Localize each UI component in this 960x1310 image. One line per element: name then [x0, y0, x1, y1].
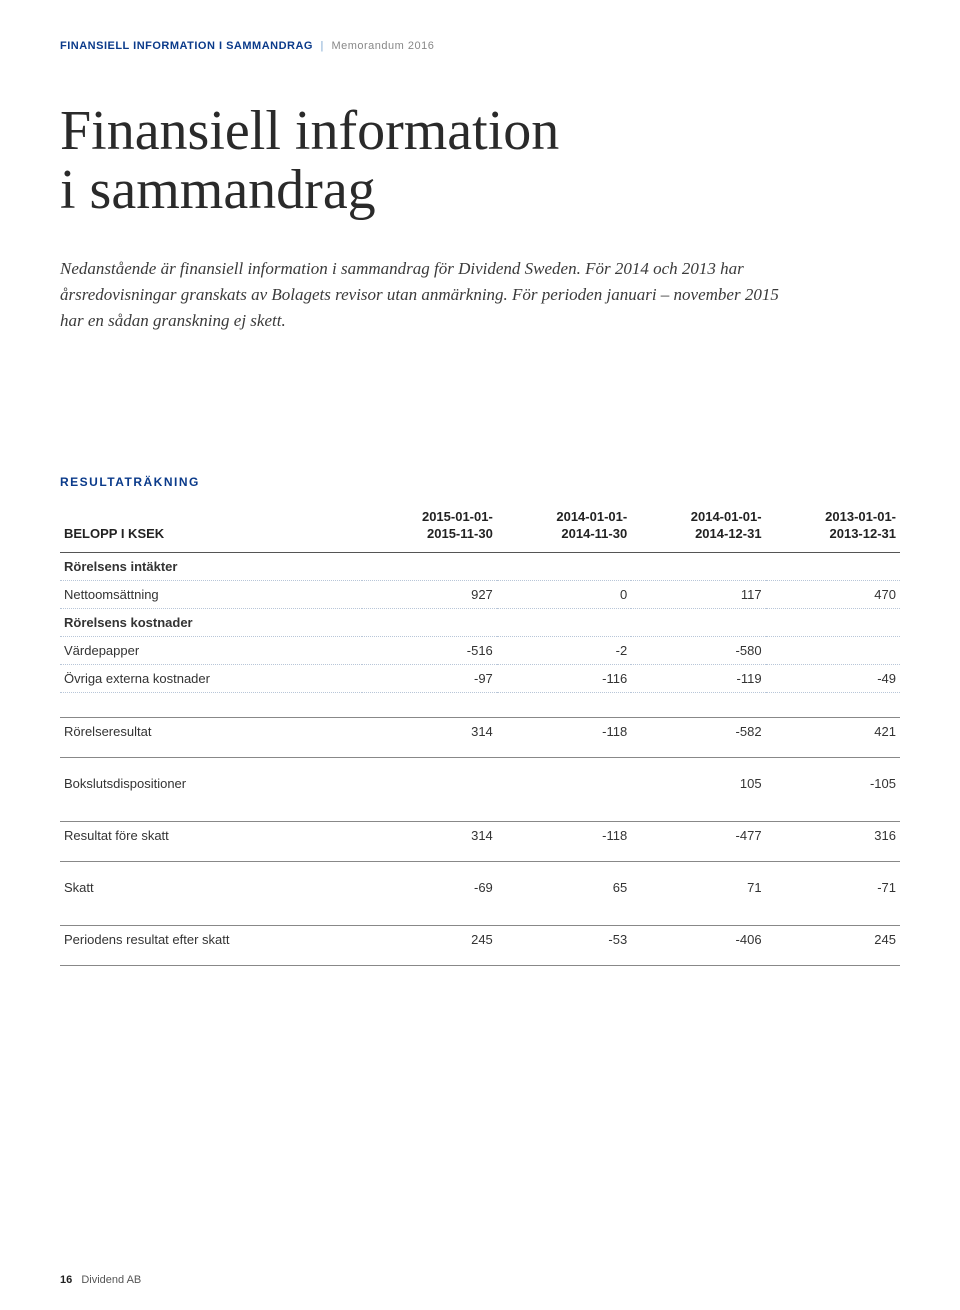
col-header-4: 2013-01-01- 2013-12-31: [766, 503, 900, 553]
row-nettoomsattning: Nettoomsättning 927 0 117 470: [60, 581, 900, 609]
table-header-row: BELOPP I KSEK 2015-01-01- 2015-11-30 201…: [60, 503, 900, 553]
row-resultat-fore-skatt: Resultat före skatt 314 -118 -477 316: [60, 822, 900, 850]
row-resultat-efter-skatt: Periodens resultat efter skatt 245 -53 -…: [60, 926, 900, 954]
row-skatt: Skatt -69 65 71 -71: [60, 874, 900, 901]
row-bokslutsdispositioner: Bokslutsdispositioner 105 -105: [60, 770, 900, 797]
row-rorelsens-intakter-head: Rörelsens intäkter: [60, 553, 900, 581]
table-head-label: BELOPP I KSEK: [60, 503, 362, 553]
page-number: 16: [60, 1274, 72, 1286]
row-rorelsens-kostnader-head: Rörelsens kostnader: [60, 609, 900, 637]
col-header-1: 2015-01-01- 2015-11-30: [362, 503, 496, 553]
header-separator: |: [321, 40, 324, 52]
income-statement-table: BELOPP I KSEK 2015-01-01- 2015-11-30 201…: [60, 503, 900, 967]
row-rorelseresultat: Rörelseresultat 314 -118 -582 421: [60, 718, 900, 746]
title-line-1: Finansiell information: [60, 100, 559, 162]
page-header: FINANSIELL INFORMATION I SAMMANDRAG | Me…: [60, 40, 900, 52]
intro-paragraph: Nedanstående är finansiell information i…: [60, 256, 780, 335]
page-footer: 16 Dividend AB: [60, 1274, 141, 1286]
table-section-label: RESULTATRÄKNING: [60, 475, 900, 489]
footer-company: Dividend AB: [81, 1274, 141, 1286]
col-header-2: 2014-01-01- 2014-11-30: [497, 503, 631, 553]
header-doc: Memorandum 2016: [331, 40, 434, 52]
page-title: Finansiell information i sammandrag: [60, 102, 900, 220]
row-vardepapper: Värdepapper -516 -2 -580: [60, 637, 900, 665]
title-line-2: i sammandrag: [60, 159, 376, 221]
row-ovriga-externa: Övriga externa kostnader -97 -116 -119 -…: [60, 665, 900, 693]
col-header-3: 2014-01-01- 2014-12-31: [631, 503, 765, 553]
header-section: FINANSIELL INFORMATION I SAMMANDRAG: [60, 40, 313, 52]
page: FINANSIELL INFORMATION I SAMMANDRAG | Me…: [0, 0, 960, 1310]
